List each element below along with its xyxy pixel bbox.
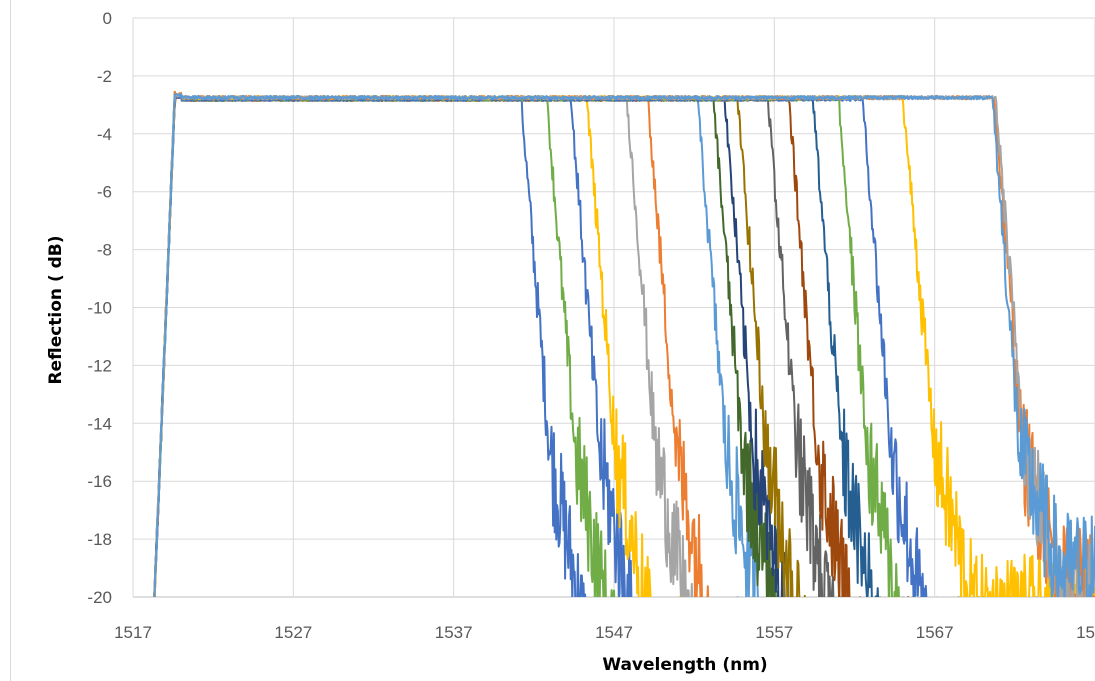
y-tick-label: -10 xyxy=(87,299,112,318)
series-line-13 xyxy=(153,93,1031,597)
series-line-9 xyxy=(153,94,985,597)
y-tick-label: -12 xyxy=(87,356,112,375)
y-tick-labels: 0 -2 -4 -6 -8 -10 -12 -14 -16 -18 -20 xyxy=(87,9,112,607)
x-tick-label: 1557 xyxy=(755,623,793,642)
x-tick-label: 1517 xyxy=(114,623,152,642)
series-line-18 xyxy=(153,92,1093,597)
x-axis-title: Wavelength (nm) xyxy=(602,655,767,675)
series-line-15 xyxy=(153,93,1033,597)
x-tick-label: 1547 xyxy=(595,623,633,642)
series-line-19 xyxy=(153,93,1095,597)
series-line-14 xyxy=(153,91,900,597)
left-border-line xyxy=(10,0,11,681)
x-tick-label: 1527 xyxy=(274,623,312,642)
y-tick-label: -4 xyxy=(97,125,112,144)
series-line-4 xyxy=(153,93,980,597)
series-line-1 xyxy=(153,93,876,597)
y-tick-label: -14 xyxy=(87,414,112,433)
series-line-11 xyxy=(153,93,1079,597)
series-line-17 xyxy=(153,90,1095,597)
y-tick-label: -20 xyxy=(87,588,112,607)
series-line-2 xyxy=(153,93,960,597)
y-tick-label: -16 xyxy=(87,472,112,491)
series-line-8 xyxy=(153,93,905,597)
x-tick-labels: 1517 1527 1537 1547 1557 1567 1577 xyxy=(114,623,1095,642)
y-tick-label: -18 xyxy=(87,530,112,549)
y-tick-label: -8 xyxy=(97,241,112,260)
y-tick-label: -6 xyxy=(97,183,112,202)
y-axis-title: Reflection ( dB) xyxy=(46,235,66,384)
series-line-16 xyxy=(153,92,1095,597)
series-line-12 xyxy=(153,94,1081,597)
x-tick-label: 1577 xyxy=(1076,623,1095,642)
plot-area xyxy=(153,90,1095,597)
y-tick-label: -2 xyxy=(97,67,112,86)
series-line-7 xyxy=(153,93,1051,597)
x-tick-label: 1537 xyxy=(435,623,473,642)
series-line-6 xyxy=(153,93,938,597)
grid xyxy=(132,17,1095,598)
series-line-5 xyxy=(153,93,915,597)
series-line-3 xyxy=(153,93,1064,597)
y-tick-label: 0 xyxy=(103,9,112,28)
series-line-10 xyxy=(153,93,982,597)
x-tick-label: 1567 xyxy=(916,623,954,642)
